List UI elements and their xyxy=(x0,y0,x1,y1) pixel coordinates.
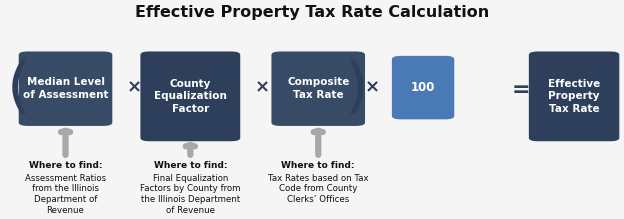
Text: Final Equalization
Factors by County from
the Illinois Department
of Revenue: Final Equalization Factors by County fro… xyxy=(140,174,241,215)
Text: ): ) xyxy=(344,60,368,119)
Text: ×: × xyxy=(255,79,270,97)
Text: Composite
Tax Rate: Composite Tax Rate xyxy=(287,78,349,100)
Text: Effective
Property
Tax Rate: Effective Property Tax Rate xyxy=(548,79,600,114)
Text: Assessment Ratios
from the Illinois
Department of
Revenue: Assessment Ratios from the Illinois Depa… xyxy=(25,174,106,215)
FancyBboxPatch shape xyxy=(529,51,619,141)
Text: County
Equalization
Factor: County Equalization Factor xyxy=(154,79,227,114)
Text: Where to find:: Where to find: xyxy=(154,161,227,170)
Text: Median Level
of Assessment: Median Level of Assessment xyxy=(22,78,109,100)
Text: 100: 100 xyxy=(411,81,436,94)
Text: Where to find:: Where to find: xyxy=(281,161,355,170)
Text: (: ( xyxy=(7,60,31,119)
Text: =: = xyxy=(512,80,530,100)
FancyBboxPatch shape xyxy=(392,56,454,119)
Text: ×: × xyxy=(127,79,142,97)
Text: Where to find:: Where to find: xyxy=(29,161,102,170)
Text: Effective Property Tax Rate Calculation: Effective Property Tax Rate Calculation xyxy=(135,5,489,20)
FancyBboxPatch shape xyxy=(271,51,365,126)
Text: Tax Rates based on Tax
Code from County
Clerks’ Offices: Tax Rates based on Tax Code from County … xyxy=(268,174,369,204)
FancyBboxPatch shape xyxy=(19,51,112,126)
Text: ×: × xyxy=(365,79,380,97)
FancyBboxPatch shape xyxy=(140,51,240,141)
